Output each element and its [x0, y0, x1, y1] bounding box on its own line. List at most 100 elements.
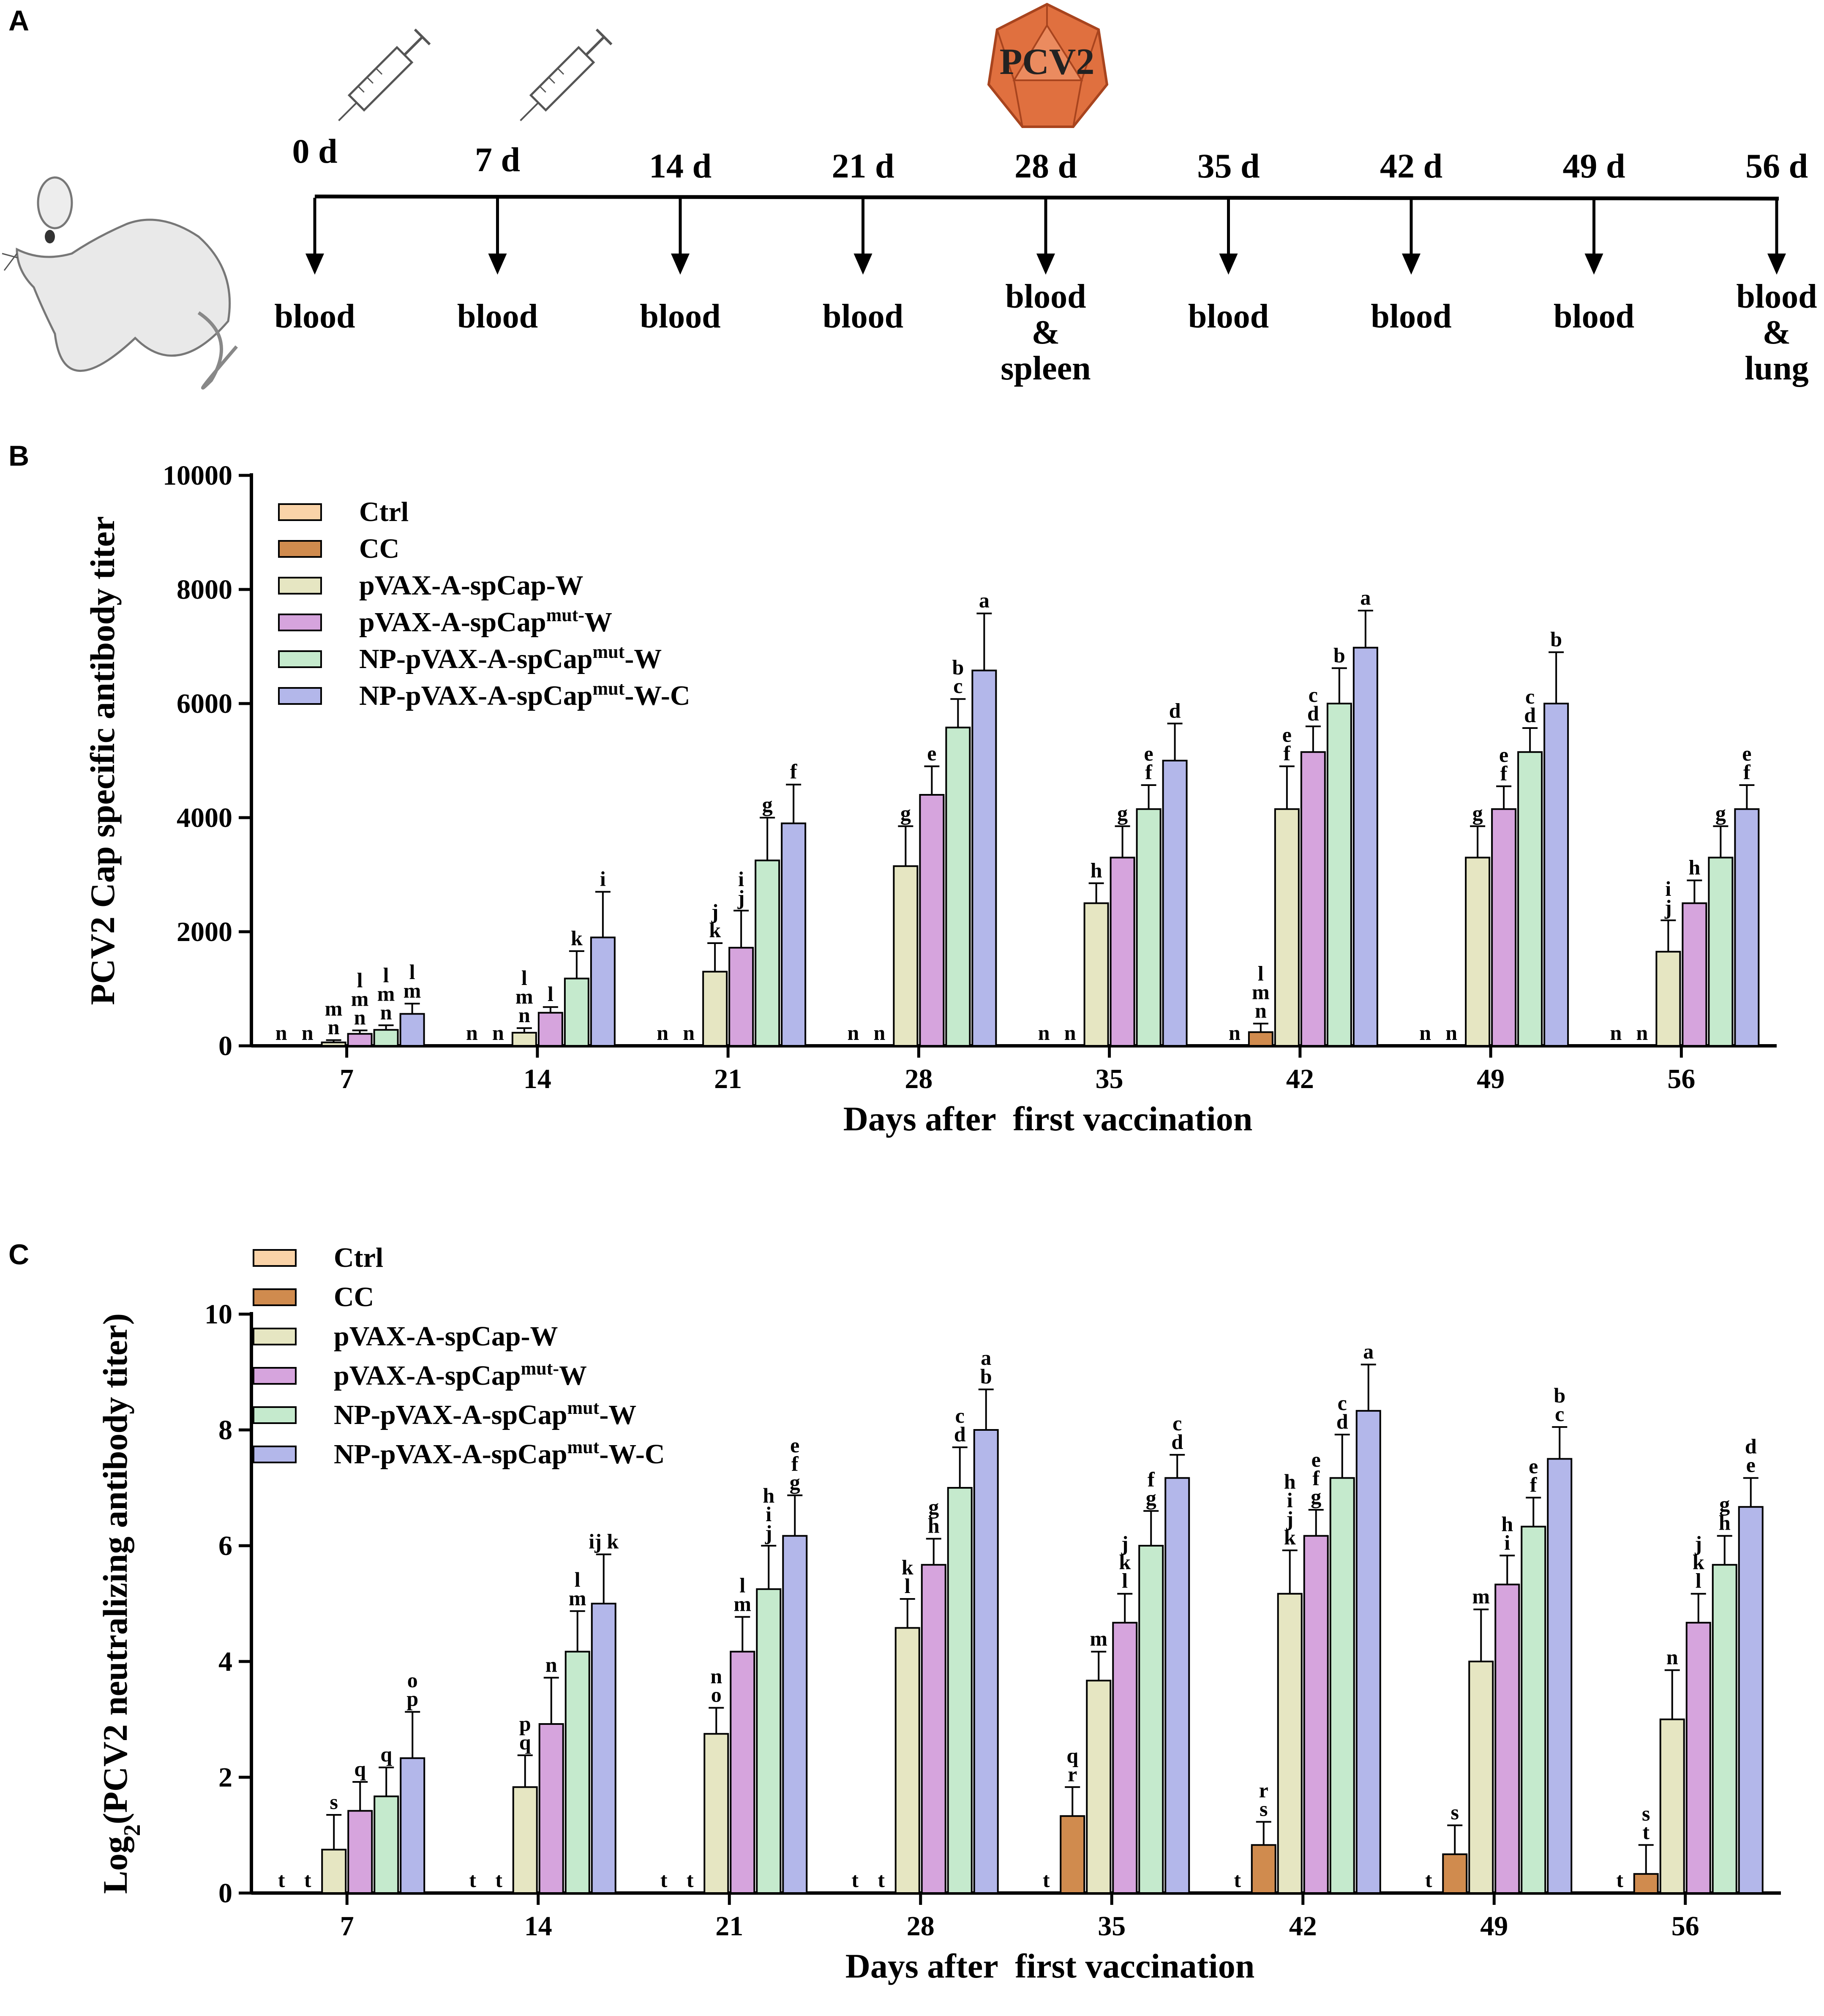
- significance-letter: t: [1425, 1868, 1432, 1892]
- significance-letter: n: [1636, 1021, 1648, 1045]
- significance-letter: g: [790, 1470, 800, 1494]
- significance-letter: g: [1311, 1485, 1321, 1509]
- significance-letter: f: [790, 760, 798, 783]
- bar: [945, 726, 971, 1047]
- significance-letter: a: [1363, 1339, 1374, 1363]
- significance-letter: g: [1117, 801, 1128, 825]
- bar: [1712, 1564, 1737, 1894]
- significance-letter: l: [1122, 1569, 1128, 1593]
- bar: [1303, 1535, 1329, 1894]
- legend-label: pVAX-A-spCap-W: [359, 570, 583, 601]
- x-tick-label: 56: [1667, 1064, 1695, 1094]
- bar: [591, 1603, 616, 1894]
- significance-letter: g: [1719, 1492, 1730, 1516]
- virus-icon: PCV2: [987, 3, 1109, 128]
- bar: [703, 1733, 729, 1894]
- bar: [973, 1429, 999, 1894]
- significance-letter: m: [733, 1592, 751, 1616]
- arrow-head-icon: [305, 254, 324, 275]
- significance-letter: h: [1091, 858, 1102, 882]
- bar: [1465, 857, 1491, 1047]
- arrow-head-icon: [1036, 254, 1055, 275]
- timeline-sample-label: blood: [1371, 298, 1451, 335]
- bar: [1300, 751, 1326, 1047]
- bar: [1326, 703, 1352, 1047]
- significance-letter: f: [1530, 1473, 1538, 1496]
- legend-swatch: [278, 577, 322, 595]
- arrow-head-icon: [853, 254, 872, 275]
- significance-letter: c: [1525, 685, 1535, 708]
- x-tick-label: 21: [714, 1064, 742, 1094]
- bar: [919, 794, 945, 1047]
- bar: [1162, 760, 1188, 1047]
- significance-letter: g: [900, 801, 911, 825]
- significance-letter: j: [711, 900, 719, 923]
- bar: [1442, 1853, 1468, 1894]
- bar: [1521, 1525, 1546, 1894]
- significance-letter: m: [1472, 1585, 1490, 1608]
- timeline-panel: PCV2 0 d blood 7 d blood 14 d blood 21 d blood 2…: [2, 3, 1817, 390]
- significance-letter: l: [357, 968, 363, 992]
- bar: [399, 1013, 425, 1047]
- significance-letter: t: [687, 1868, 694, 1892]
- significance-letter: ij k: [589, 1530, 619, 1553]
- significance-letter: j: [1694, 1532, 1702, 1555]
- x-axis-label: Days after first vaccination: [845, 1947, 1255, 1985]
- significance-letter: k: [902, 1555, 913, 1579]
- panel-letter-a: A: [8, 5, 30, 37]
- significance-letter: h: [928, 1514, 940, 1538]
- significance-letter: f: [1148, 1468, 1155, 1491]
- significance-letter: n: [466, 1021, 478, 1045]
- significance-letter: b: [1554, 1383, 1565, 1407]
- significance-letter: n: [1229, 1021, 1241, 1045]
- bar: [971, 669, 997, 1047]
- significance-letter: s: [1260, 1797, 1268, 1820]
- legend-swatch: [253, 1446, 297, 1463]
- timeline-day-label: 35 d: [1197, 147, 1260, 185]
- legend-swatch: [253, 1367, 297, 1385]
- significance-letter: n: [1419, 1021, 1431, 1045]
- significance-letter: t: [1616, 1868, 1623, 1892]
- y-tick-label: 8: [218, 1415, 232, 1446]
- bar: [1060, 1815, 1085, 1894]
- bar: [1738, 1506, 1764, 1894]
- arrow-head-icon: [1219, 254, 1238, 275]
- timeline-sample-label: spleen: [1001, 350, 1091, 387]
- y-tick-label: 4: [218, 1646, 232, 1677]
- significance-letter: o: [711, 1683, 722, 1707]
- bar: [400, 1757, 425, 1894]
- significance-letter: n: [657, 1021, 668, 1045]
- significance-letter: l: [383, 963, 389, 987]
- x-tick-label: 35: [1098, 1911, 1126, 1942]
- significance-letter: p: [519, 1712, 531, 1735]
- significance-letter: k: [1119, 1550, 1131, 1574]
- significance-letter: k: [571, 926, 583, 950]
- legend-swatch: [253, 1288, 297, 1306]
- arrow-head-icon: [671, 254, 690, 275]
- significance-letter: l: [1696, 1569, 1701, 1593]
- bar: [1734, 808, 1760, 1047]
- significance-letter: a: [1360, 586, 1371, 609]
- bar: [702, 971, 728, 1047]
- timeline-sample-label: blood: [823, 298, 903, 335]
- bar: [564, 977, 589, 1047]
- significance-letter: f: [1500, 761, 1508, 785]
- significance-letter: f: [791, 1452, 799, 1476]
- significance-letter: c: [953, 674, 962, 698]
- significance-letter: e: [1282, 723, 1292, 747]
- legend-label: NP-pVAX-A-spCapmut-W: [359, 641, 662, 675]
- bar: [1682, 902, 1707, 1047]
- legend-swatch: [278, 503, 322, 521]
- x-tick-label: 35: [1096, 1064, 1123, 1094]
- significance-letter: n: [354, 1006, 366, 1029]
- timeline-sample-label: blood: [640, 298, 720, 335]
- timeline-axis: [314, 194, 1779, 201]
- significance-letter: l: [739, 1574, 745, 1597]
- significance-letter: c: [1309, 683, 1318, 707]
- significance-letter: i: [600, 867, 606, 891]
- significance-letter: d: [1745, 1435, 1757, 1458]
- legend-swatch: [278, 540, 322, 558]
- bar: [1248, 1031, 1273, 1047]
